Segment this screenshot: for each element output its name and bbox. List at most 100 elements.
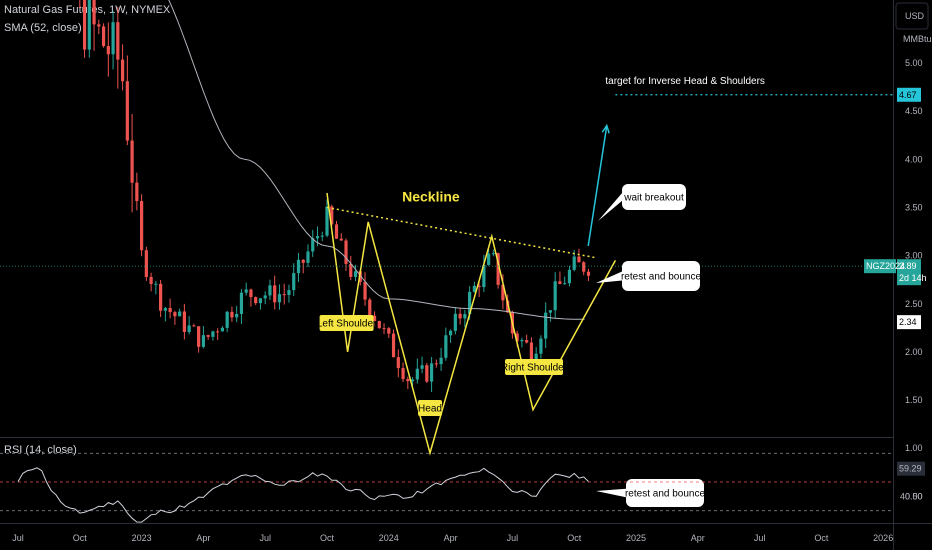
candle-body <box>387 328 391 334</box>
candle-body <box>82 0 87 50</box>
candle-body <box>163 307 167 311</box>
candle-body <box>301 259 305 263</box>
neckline-line <box>326 206 595 259</box>
candle-body <box>349 263 353 277</box>
candle-body <box>220 327 225 332</box>
sma-52-line <box>168 0 585 320</box>
time-tick-label: Jul <box>259 533 271 543</box>
head-label-box <box>418 400 442 416</box>
sma-price-tag: 2.34 <box>899 317 917 327</box>
time-axis-border <box>0 523 932 524</box>
target-label: target for Inverse Head & Shoulders <box>605 76 765 87</box>
candle-body <box>572 256 576 270</box>
candle-body <box>130 140 134 183</box>
candle-body <box>135 182 139 202</box>
candle-body <box>468 291 472 315</box>
rsi-line <box>17 467 589 523</box>
rsi-tick-label: 40.00 <box>900 491 923 501</box>
wait-breakout-callout-box <box>622 184 686 210</box>
time-tick-label: 2026 <box>873 533 893 543</box>
candle-body <box>506 300 510 313</box>
wait-breakout-callout-pointer <box>598 193 622 221</box>
candle-body <box>325 206 329 236</box>
candle-body <box>491 253 495 255</box>
candle-body <box>206 335 210 337</box>
candle-body <box>268 285 272 296</box>
right-shoulder-label-box <box>505 359 563 375</box>
time-tick-label: 2023 <box>132 533 152 543</box>
target-price-tag-bg <box>897 87 921 102</box>
candle-body <box>548 310 553 313</box>
time-tick-label: Jul <box>754 533 766 543</box>
candle-body <box>201 335 205 347</box>
candle-body <box>339 238 343 241</box>
candle-body <box>187 325 191 332</box>
target-arrow-head <box>601 123 610 134</box>
candle-body <box>558 281 562 285</box>
candle-body <box>482 264 486 288</box>
candle-body <box>515 333 519 342</box>
price-tick-label: 1.50 <box>905 395 923 405</box>
candle-body <box>344 240 348 264</box>
candle-body <box>368 299 372 316</box>
countdown-tag: 2d 14h <box>899 273 927 283</box>
candle-body <box>529 342 534 362</box>
candle-body <box>235 313 239 318</box>
candle-body <box>377 320 381 329</box>
candle-body <box>125 81 129 141</box>
candle-body <box>87 0 91 50</box>
target-arrow-shaft <box>587 125 608 247</box>
candle-body <box>101 26 106 47</box>
candle-body <box>244 289 248 293</box>
price-tick-label: 3.00 <box>905 251 923 261</box>
candle-body <box>382 328 386 330</box>
price-tick-label: 2.00 <box>905 347 923 357</box>
candle-body <box>577 256 581 263</box>
candle-body <box>144 250 148 277</box>
price-tick-label: 0.50 <box>905 491 923 501</box>
chart-title: Natural Gas Futures, 1W, NYMEX <box>4 4 171 16</box>
candle-body <box>168 307 172 313</box>
candle-body <box>287 290 291 296</box>
time-tick-label: Oct <box>814 533 829 543</box>
time-tick-label: Oct <box>73 533 88 543</box>
candle-body <box>520 340 524 342</box>
candle-body <box>401 368 405 380</box>
last-price-tag-bg <box>897 259 921 286</box>
candle-body <box>567 269 572 284</box>
price-tick-label: 2.50 <box>905 299 923 309</box>
candle-body <box>458 313 462 319</box>
candle-body <box>311 238 315 252</box>
price-tick-label: 4.50 <box>905 106 923 116</box>
candle-body <box>225 311 229 328</box>
time-tick-label: Jul <box>12 533 24 543</box>
candle-body <box>315 236 320 239</box>
left-shoulder-label: Left Shoulder <box>317 319 377 330</box>
time-tick-label: Oct <box>320 533 335 543</box>
candle-body <box>453 313 457 331</box>
sma-price-tag-bg <box>897 315 921 330</box>
candle-body <box>334 224 339 239</box>
candle-body <box>444 335 448 358</box>
candle-body <box>372 315 377 321</box>
pattern-zigzag <box>326 192 617 456</box>
price-axis-border <box>893 0 894 550</box>
candle-body <box>472 285 476 292</box>
time-tick-label: Apr <box>196 533 210 543</box>
candle-body <box>97 24 101 27</box>
retest-bounce-callout: retest and bounce <box>621 272 701 283</box>
head-label: Head <box>418 404 442 415</box>
price-tick-label: 5.00 <box>905 58 923 68</box>
candle-body <box>330 206 334 225</box>
candle-body <box>263 295 267 299</box>
left-shoulder-label-box <box>319 315 374 331</box>
candle-body <box>501 284 505 301</box>
candle-body <box>258 298 263 304</box>
candle-body <box>216 331 220 333</box>
candle-body <box>116 22 120 60</box>
rsi-pane <box>0 452 893 523</box>
sma-legend: SMA (52, close) <box>4 22 82 34</box>
candle-body <box>292 273 296 291</box>
